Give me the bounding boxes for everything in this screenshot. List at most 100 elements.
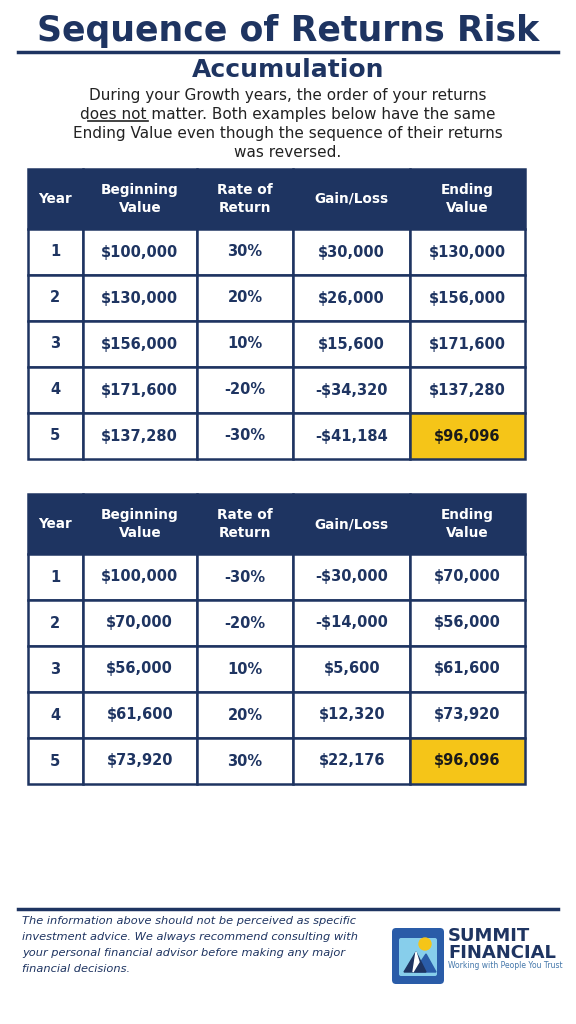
Text: $171,600: $171,600 — [101, 383, 179, 397]
Bar — [82, 413, 197, 459]
Text: Working with People You Trust: Working with People You Trust — [448, 961, 563, 970]
Text: $22,176: $22,176 — [319, 754, 385, 768]
Text: $130,000: $130,000 — [429, 245, 506, 259]
FancyBboxPatch shape — [399, 938, 437, 976]
Bar — [28, 169, 82, 229]
Text: Rate of
Return: Rate of Return — [217, 508, 273, 540]
Text: $30,000: $30,000 — [319, 245, 385, 259]
Bar — [197, 554, 293, 600]
Circle shape — [419, 938, 431, 950]
Bar — [28, 738, 82, 784]
Bar — [82, 169, 197, 229]
Bar — [28, 367, 82, 413]
Text: 3: 3 — [50, 337, 60, 351]
Bar — [82, 321, 197, 367]
Bar — [293, 229, 410, 275]
Bar — [410, 169, 525, 229]
Text: 30%: 30% — [228, 245, 263, 259]
Bar — [82, 275, 197, 321]
Bar — [293, 646, 410, 692]
Text: Ending Value even though the sequence of their returns: Ending Value even though the sequence of… — [73, 126, 503, 141]
Text: -$41,184: -$41,184 — [315, 428, 388, 443]
Text: -$14,000: -$14,000 — [315, 615, 388, 631]
Text: 30%: 30% — [228, 754, 263, 768]
Text: $56,000: $56,000 — [107, 662, 173, 677]
Text: $96,096: $96,096 — [434, 754, 501, 768]
Bar — [197, 738, 293, 784]
Bar — [293, 600, 410, 646]
Text: Rate of
Return: Rate of Return — [217, 183, 273, 215]
Bar — [197, 229, 293, 275]
Bar — [293, 275, 410, 321]
Text: 10%: 10% — [228, 337, 263, 351]
Bar — [82, 494, 197, 554]
Text: 10%: 10% — [228, 662, 263, 677]
Bar — [28, 275, 82, 321]
Text: SUMMIT: SUMMIT — [448, 927, 530, 945]
Bar — [28, 646, 82, 692]
Bar — [293, 692, 410, 738]
Bar — [197, 494, 293, 554]
Text: $26,000: $26,000 — [319, 291, 385, 305]
Bar — [197, 275, 293, 321]
Text: $171,600: $171,600 — [429, 337, 506, 351]
Text: $156,000: $156,000 — [101, 337, 179, 351]
Bar — [410, 646, 525, 692]
Text: 20%: 20% — [228, 708, 263, 723]
Text: 20%: 20% — [228, 291, 263, 305]
Bar — [28, 413, 82, 459]
Text: Sequence of Returns Risk: Sequence of Returns Risk — [37, 14, 539, 48]
Bar — [410, 600, 525, 646]
Text: 3: 3 — [50, 662, 60, 677]
Text: $100,000: $100,000 — [101, 569, 179, 585]
Bar — [197, 367, 293, 413]
Polygon shape — [404, 952, 426, 972]
Bar — [410, 321, 525, 367]
Bar — [410, 738, 525, 784]
Bar — [197, 321, 293, 367]
Bar — [197, 692, 293, 738]
Bar — [410, 554, 525, 600]
Text: Gain/Loss: Gain/Loss — [314, 193, 389, 206]
Text: $56,000: $56,000 — [434, 615, 501, 631]
Text: $137,280: $137,280 — [101, 428, 178, 443]
Bar — [410, 275, 525, 321]
Bar — [82, 692, 197, 738]
Bar — [293, 367, 410, 413]
Bar — [197, 646, 293, 692]
Text: $130,000: $130,000 — [101, 291, 179, 305]
Text: $12,320: $12,320 — [319, 708, 385, 723]
FancyBboxPatch shape — [392, 928, 444, 984]
Bar — [293, 554, 410, 600]
Text: $70,000: $70,000 — [434, 569, 501, 585]
Text: Ending
Value: Ending Value — [441, 508, 494, 540]
Polygon shape — [413, 952, 419, 972]
Text: 4: 4 — [50, 383, 60, 397]
Bar — [82, 646, 197, 692]
Text: Year: Year — [39, 193, 72, 206]
Text: -20%: -20% — [225, 383, 266, 397]
Bar — [197, 413, 293, 459]
Text: -$34,320: -$34,320 — [316, 383, 388, 397]
Bar — [410, 367, 525, 413]
Bar — [197, 169, 293, 229]
Bar — [293, 494, 410, 554]
Text: Accumulation: Accumulation — [192, 58, 384, 82]
Text: -$30,000: -$30,000 — [315, 569, 388, 585]
Bar — [293, 169, 410, 229]
Text: $137,280: $137,280 — [429, 383, 506, 397]
Text: $156,000: $156,000 — [429, 291, 506, 305]
Text: $15,600: $15,600 — [319, 337, 385, 351]
Bar — [28, 554, 82, 600]
Bar — [28, 229, 82, 275]
Text: does not matter. Both examples below have the same: does not matter. Both examples below hav… — [80, 106, 496, 122]
Bar — [82, 738, 197, 784]
Text: Beginning
Value: Beginning Value — [101, 183, 179, 215]
Text: $5,600: $5,600 — [323, 662, 380, 677]
Text: -30%: -30% — [225, 569, 266, 585]
Text: Ending
Value: Ending Value — [441, 183, 494, 215]
Bar — [197, 600, 293, 646]
Text: FINANCIAL: FINANCIAL — [448, 944, 556, 962]
Text: $73,920: $73,920 — [434, 708, 501, 723]
Bar — [410, 494, 525, 554]
